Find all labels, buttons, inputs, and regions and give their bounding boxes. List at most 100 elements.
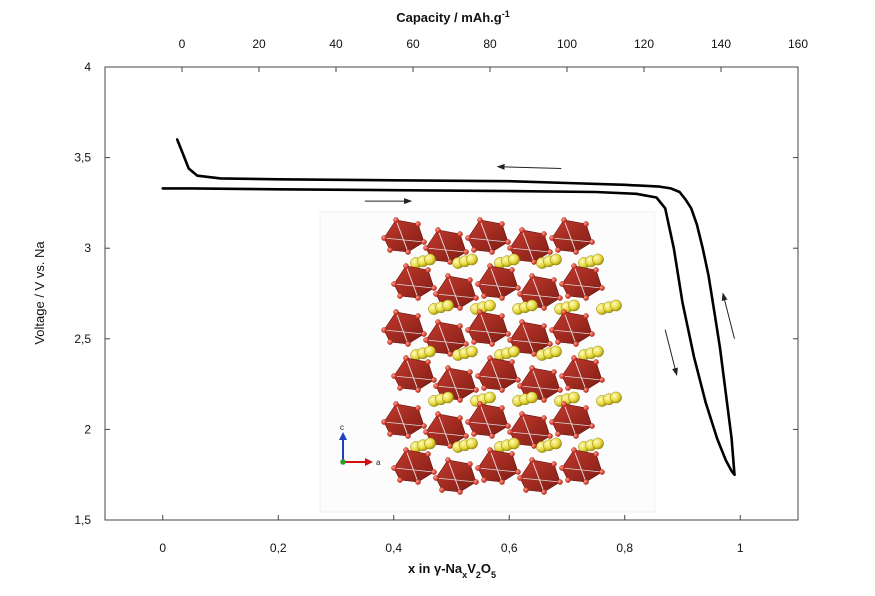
y-tick-label: 2,5 — [74, 332, 91, 346]
oxygen-atom — [489, 433, 495, 439]
oxygen-atom — [397, 385, 403, 391]
crystal-structure-inset: c a — [319, 211, 656, 513]
oxygen-atom — [505, 239, 511, 245]
bond-line — [477, 283, 519, 289]
bond-line — [425, 247, 467, 253]
oxygen-atom — [393, 217, 399, 223]
sodium-atom — [424, 437, 436, 450]
oxygen-atom — [505, 331, 511, 337]
bond-line — [573, 357, 587, 391]
oxygen-atom — [415, 405, 421, 411]
bond-line — [395, 219, 409, 253]
sodium-atom — [442, 299, 454, 312]
oxygen-atom — [405, 249, 411, 255]
oxygen-atom — [489, 341, 495, 347]
oxygen-atom — [507, 245, 513, 251]
oxygen-atom — [583, 221, 589, 227]
oxygen-atom — [555, 339, 561, 345]
bond-line — [405, 265, 419, 299]
oxygen-atom — [549, 327, 555, 333]
top-axis-title-superscript: -1 — [502, 9, 510, 19]
bond-line — [405, 357, 419, 391]
inset-lattice — [381, 217, 622, 495]
sodium-atom — [424, 345, 436, 358]
oxygen-atom — [499, 405, 505, 411]
sodium-atom — [526, 299, 538, 312]
oxygen-atom — [403, 447, 409, 453]
bond-line — [489, 449, 503, 483]
bond-line — [405, 449, 419, 483]
top-tick-label: 60 — [406, 37, 420, 51]
sodium-atom — [550, 437, 562, 450]
oxygen-atom — [519, 319, 525, 325]
oxygen-atom — [551, 369, 557, 375]
bond-line — [519, 293, 561, 299]
oxygen-atom — [507, 429, 513, 435]
oxygen-atom — [457, 415, 463, 421]
oxygen-atom — [423, 245, 429, 251]
oxygen-atom — [565, 385, 571, 391]
bond-line — [383, 421, 425, 427]
oxygen-atom — [517, 475, 523, 481]
oxygen-atom — [445, 365, 451, 371]
bond-line — [479, 219, 493, 253]
oxygen-atom — [435, 411, 441, 417]
oxygen-atom — [457, 231, 463, 237]
x-tick-label: 0,4 — [385, 541, 402, 555]
bond-line — [551, 421, 593, 427]
bond-line — [393, 375, 435, 381]
oxygen-atom — [473, 387, 479, 393]
bond-line — [489, 265, 503, 299]
oxygen-atom — [583, 479, 589, 485]
oxygen-atom — [555, 431, 561, 437]
annotation-layer — [364, 163, 735, 377]
oxygen-atom — [599, 469, 605, 475]
x-tick-label: 0,6 — [501, 541, 518, 555]
x-axis-title-sub-5: 5 — [491, 570, 496, 580]
series-line-2 — [175, 138, 736, 477]
oxygen-atom — [397, 477, 403, 483]
oxygen-atom — [589, 331, 595, 337]
oxygen-atom — [551, 277, 557, 283]
oxygen-atom — [381, 235, 387, 241]
oxygen-atom — [463, 433, 469, 439]
top-axis-title: Capacity / mAh.g-1 — [396, 9, 509, 25]
sodium-atom — [568, 391, 580, 404]
inset-axis-indicator: c a — [339, 423, 381, 467]
oxygen-atom — [433, 383, 439, 389]
oxygen-atom — [565, 477, 571, 483]
oxygen-atom — [477, 217, 483, 223]
bond-line — [573, 449, 587, 483]
oxygen-atom — [423, 429, 429, 435]
bond-line — [477, 375, 519, 381]
oxygen-atom — [463, 249, 469, 255]
oxygen-atom — [465, 327, 471, 333]
sodium-atom — [610, 391, 622, 404]
oxygen-atom — [445, 457, 451, 463]
top-axis-ticks: 0 20 40 60 80 100 120 140 160 — [179, 37, 808, 72]
bond-line — [551, 329, 593, 335]
oxygen-atom — [541, 397, 547, 403]
bond-line — [437, 321, 451, 355]
oxygen-atom — [599, 285, 605, 291]
oxygen-atom — [519, 411, 525, 417]
x-axis-ticks: 0 0,2 0,4 0,6 0,8 1 — [159, 515, 744, 555]
oxygen-atom — [531, 351, 537, 357]
top-tick-label: 20 — [252, 37, 266, 51]
sodium-atom — [508, 437, 520, 450]
bond-line — [447, 367, 461, 401]
bond-line — [561, 283, 603, 289]
oxygen-atom — [433, 291, 439, 297]
oxygen-atom — [589, 423, 595, 429]
oxygen-atom — [571, 447, 577, 453]
oxygen-atom — [431, 285, 437, 291]
bond-line — [521, 413, 535, 447]
top-tick-label: 0 — [179, 37, 186, 51]
oxygen-atom — [499, 313, 505, 319]
oxygen-atom — [415, 313, 421, 319]
oxygen-atom — [515, 469, 521, 475]
oxygen-atom — [431, 377, 437, 383]
top-tick-label: 100 — [557, 37, 577, 51]
oxygen-atom — [571, 263, 577, 269]
